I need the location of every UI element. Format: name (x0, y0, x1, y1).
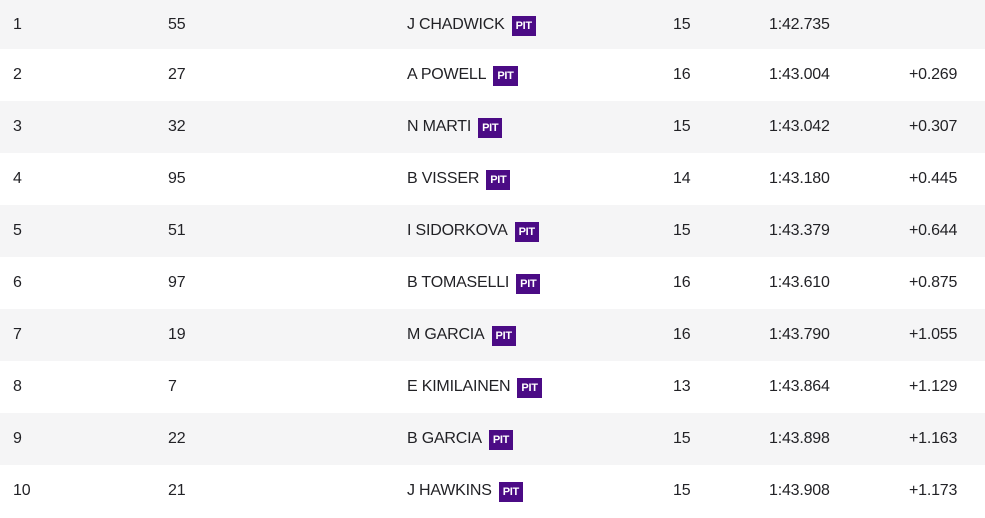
best-lap-time: 1:43.790 (769, 326, 830, 343)
driver-cell: B VISSER PIT (407, 153, 511, 205)
gap: +0.269 (909, 66, 958, 83)
pit-badge: PIT (498, 482, 523, 502)
driver-cell: A POWELL PIT (407, 49, 518, 101)
pit-badge: PIT (478, 118, 503, 138)
best-lap-time: 1:43.610 (769, 274, 830, 291)
car-number: 97 (168, 274, 186, 291)
pit-badge: PIT (488, 430, 514, 450)
pit-badge: PIT (517, 378, 542, 398)
pit-badge: PIT (486, 170, 511, 190)
laps: 15 (673, 430, 691, 447)
position: 2 (13, 66, 22, 83)
driver-name: M GARCIA (407, 326, 485, 343)
table-row[interactable]: 10 21 J HAWKINS PIT 15 1:43.908 +1.173 (0, 465, 985, 517)
position: 6 (13, 274, 22, 291)
best-lap-time: 1:43.180 (769, 170, 830, 187)
position: 10 (13, 482, 31, 499)
laps: 13 (673, 378, 691, 395)
best-lap-time: 1:43.004 (769, 66, 830, 83)
best-lap-time: 1:43.379 (769, 222, 830, 239)
car-number: 19 (168, 326, 186, 343)
best-lap-time: 1:43.042 (769, 118, 830, 135)
car-number: 51 (168, 222, 186, 239)
position: 7 (13, 326, 22, 343)
laps: 15 (673, 15, 691, 33)
driver-name: B TOMASELLI (407, 274, 510, 291)
driver-name: A POWELL (407, 66, 487, 83)
driver-cell: J CHADWICK PIT (407, 0, 536, 49)
laps: 14 (673, 170, 691, 187)
driver-cell: J HAWKINS PIT (407, 465, 523, 517)
pit-badge: PIT (491, 326, 516, 346)
table-row[interactable]: 3 32 N MARTI PIT 15 1:43.042 +0.307 (0, 101, 985, 153)
table-row[interactable]: 1 55 J CHADWICK PIT 15 1:42.735 (0, 0, 985, 49)
laps: 15 (673, 222, 691, 239)
pit-badge: PIT (493, 66, 518, 86)
table-row[interactable]: 5 51 I SIDORKOVA PIT 15 1:43.379 +0.644 (0, 205, 985, 257)
table-row[interactable]: 6 97 B TOMASELLI PIT 16 1:43.610 +0.875 (0, 257, 985, 309)
pit-badge: PIT (514, 222, 539, 242)
table-row[interactable]: 7 19 M GARCIA PIT 16 1:43.790 +1.055 (0, 309, 985, 361)
driver-name: J CHADWICK (407, 15, 505, 33)
gap: +0.644 (909, 222, 958, 239)
driver-name: J HAWKINS (407, 482, 492, 499)
car-number: 27 (168, 66, 186, 83)
gap: +0.445 (909, 170, 958, 187)
driver-name: B VISSER (407, 170, 480, 187)
car-number: 32 (168, 118, 186, 135)
laps: 16 (673, 66, 691, 83)
gap: +1.173 (909, 482, 958, 499)
table-row[interactable]: 8 7 E KIMILAINEN PIT 13 1:43.864 +1.129 (0, 361, 985, 413)
driver-cell: N MARTI PIT (407, 101, 503, 153)
best-lap-time: 1:42.735 (769, 15, 830, 33)
driver-name: B GARCIA (407, 430, 482, 447)
car-number: 21 (168, 482, 186, 499)
driver-name: I SIDORKOVA (407, 222, 508, 239)
gap: +1.163 (909, 430, 958, 447)
best-lap-time: 1:43.908 (769, 482, 830, 499)
car-number: 95 (168, 170, 186, 187)
laps: 16 (673, 274, 691, 291)
driver-cell: E KIMILAINEN PIT (407, 361, 542, 413)
table-row[interactable]: 4 95 B VISSER PIT 14 1:43.180 +0.445 (0, 153, 985, 205)
laps: 15 (673, 118, 691, 135)
pit-badge: PIT (516, 274, 541, 294)
driver-name: N MARTI (407, 118, 472, 135)
car-number: 55 (168, 15, 186, 33)
position: 3 (13, 118, 22, 135)
position: 8 (13, 378, 22, 395)
driver-cell: M GARCIA PIT (407, 309, 516, 361)
position: 4 (13, 170, 22, 187)
pit-badge: PIT (511, 15, 536, 36)
car-number: 7 (168, 378, 177, 395)
gap: +0.875 (909, 274, 958, 291)
laps: 15 (673, 482, 691, 499)
driver-cell: B TOMASELLI PIT (407, 257, 541, 309)
best-lap-time: 1:43.898 (769, 430, 830, 447)
gap: +0.307 (909, 118, 958, 135)
position: 1 (13, 15, 22, 33)
gap: +1.055 (909, 326, 958, 343)
table-row[interactable]: 2 27 A POWELL PIT 16 1:43.004 +0.269 (0, 49, 985, 101)
best-lap-time: 1:43.864 (769, 378, 830, 395)
driver-cell: I SIDORKOVA PIT (407, 205, 539, 257)
position: 5 (13, 222, 22, 239)
car-number: 22 (168, 430, 186, 447)
driver-name: E KIMILAINEN (407, 378, 511, 395)
driver-cell: B GARCIA PIT (407, 413, 514, 465)
laps: 16 (673, 326, 691, 343)
position: 9 (13, 430, 22, 447)
gap: +1.129 (909, 378, 958, 395)
table-row[interactable]: 9 22 B GARCIA PIT 15 1:43.898 +1.163 (0, 413, 985, 465)
